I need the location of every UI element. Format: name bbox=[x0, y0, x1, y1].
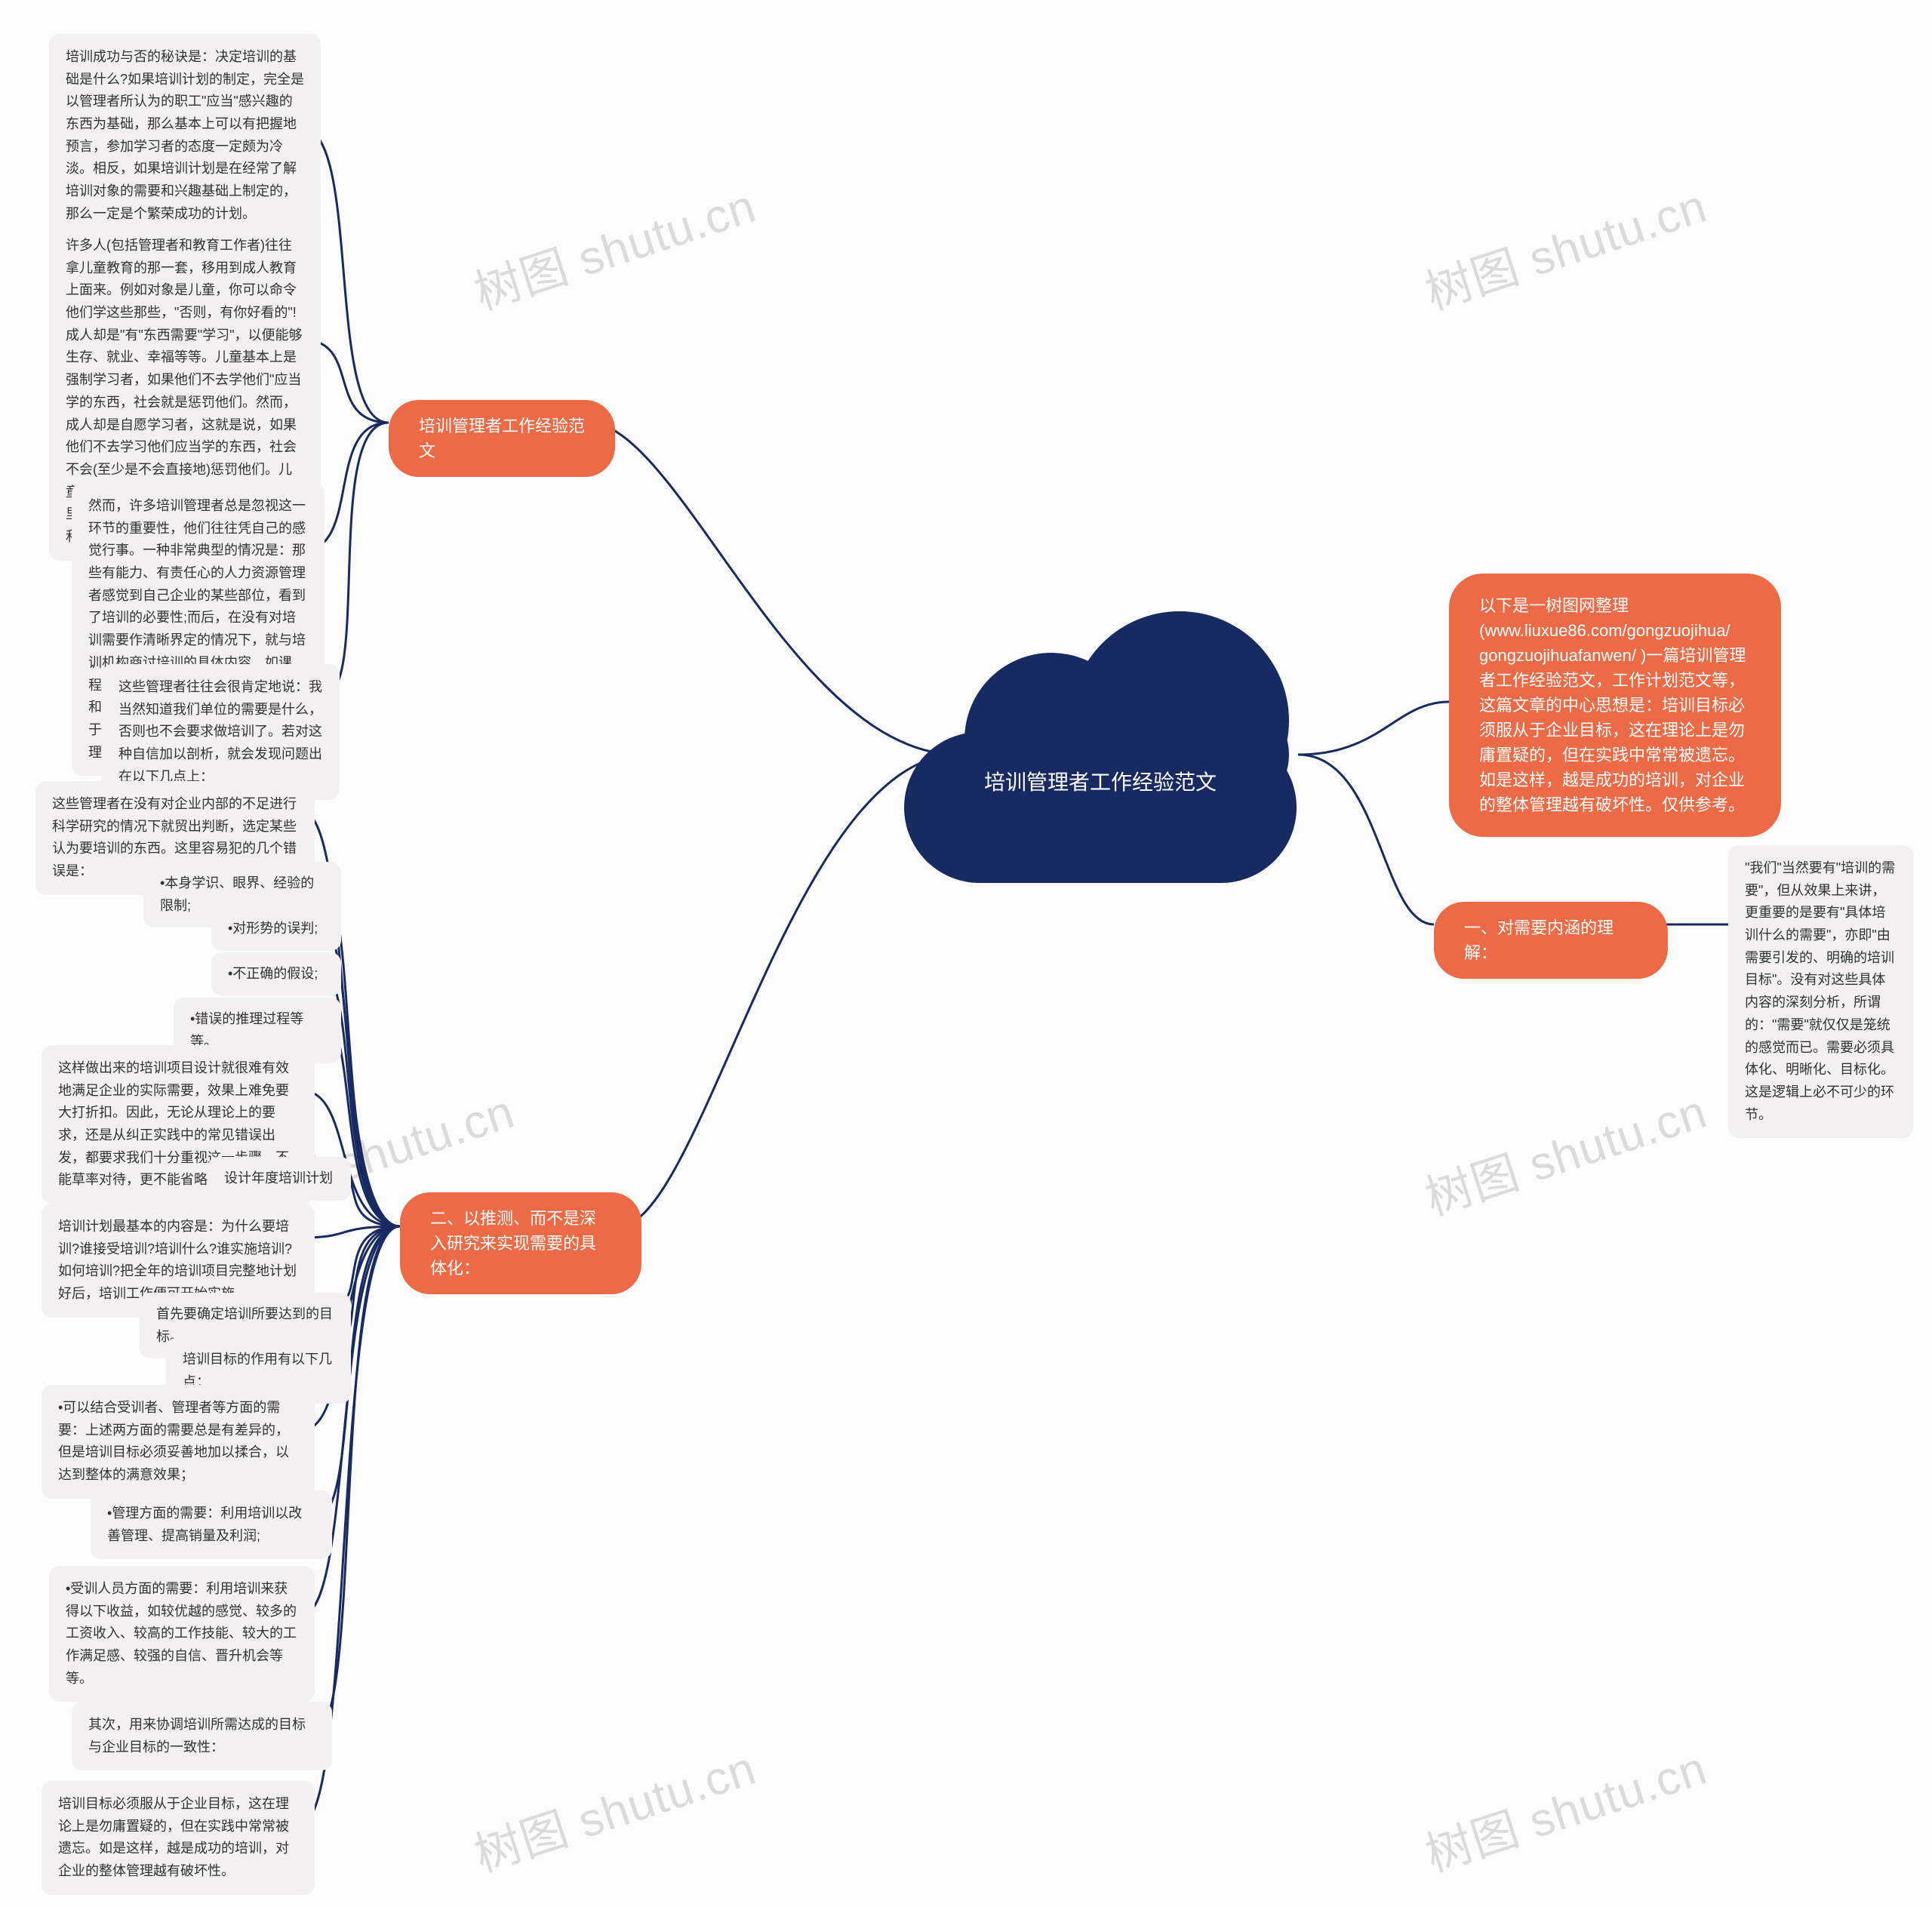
leaf-node[interactable]: •可以结合受训者、管理者等方面的需要：上述两方面的需要总是有差异的，但是培训目标… bbox=[42, 1385, 315, 1499]
leaf-node[interactable]: "我们"当然要有"培训的需要"，但从效果上来讲，更重要的是要有"具体培训什么的需… bbox=[1728, 845, 1913, 1138]
center-title: 培训管理者工作经验范文 bbox=[904, 634, 1297, 883]
leaf-node[interactable]: 培训目标必须服从于企业目标，这在理论上是勿庸置疑的，但在实践中常常被遗忘。如是这… bbox=[42, 1781, 315, 1895]
watermark: 树图 shutu.cn bbox=[465, 1730, 763, 1884]
leaf-node[interactable]: 设计年度培训计划 bbox=[208, 1157, 351, 1201]
leaf-node[interactable]: 这些管理者往往会很肯定地说：我当然知道我们单位的需要是什么，否则也不会要求做培训… bbox=[102, 664, 340, 800]
intro-node[interactable]: 以下是一树图网整理(www.liuxue86.com/gongzuojihua/… bbox=[1449, 574, 1781, 837]
leaf-node[interactable]: 其次，用来协调培训所需达成的目标与企业目标的一致性： bbox=[72, 1702, 332, 1770]
watermark: 树图 shutu.cn bbox=[1416, 1073, 1714, 1228]
watermark: 树图 shutu.cn bbox=[1416, 168, 1714, 322]
leaf-node[interactable]: •对形势的误判; bbox=[211, 907, 341, 951]
mindmap-canvas: 树图 shutu.cn 树图 shutu.cn 树图 shutu.cn 树图 s… bbox=[0, 0, 1932, 1907]
leaf-node[interactable]: •管理方面的需要：利用培训以改善管理、提高销量及利润; bbox=[91, 1490, 332, 1559]
center-cloud[interactable]: 培训管理者工作经验范文 bbox=[904, 634, 1297, 883]
watermark: 树图 shutu.cn bbox=[1416, 1730, 1714, 1884]
branch-3[interactable]: 二、以推测、而不是深入研究来实现需要的具体化： bbox=[400, 1192, 641, 1294]
watermark: 树图 shutu.cn bbox=[465, 168, 763, 322]
leaf-node[interactable]: •受训人员方面的需要：利用培训来获得以下收益，如较优越的感觉、较多的工资收入、较… bbox=[49, 1566, 315, 1702]
leaf-node[interactable]: •不正确的假设; bbox=[211, 952, 341, 996]
branch-2[interactable]: 一、对需要内涵的理解： bbox=[1434, 902, 1668, 979]
branch-1[interactable]: 培训管理者工作经验范文 bbox=[389, 400, 615, 477]
leaf-node[interactable]: 培训成功与否的秘诀是：决定培训的基础是什么?如果培训计划的制定，完全是以管理者所… bbox=[49, 34, 321, 238]
